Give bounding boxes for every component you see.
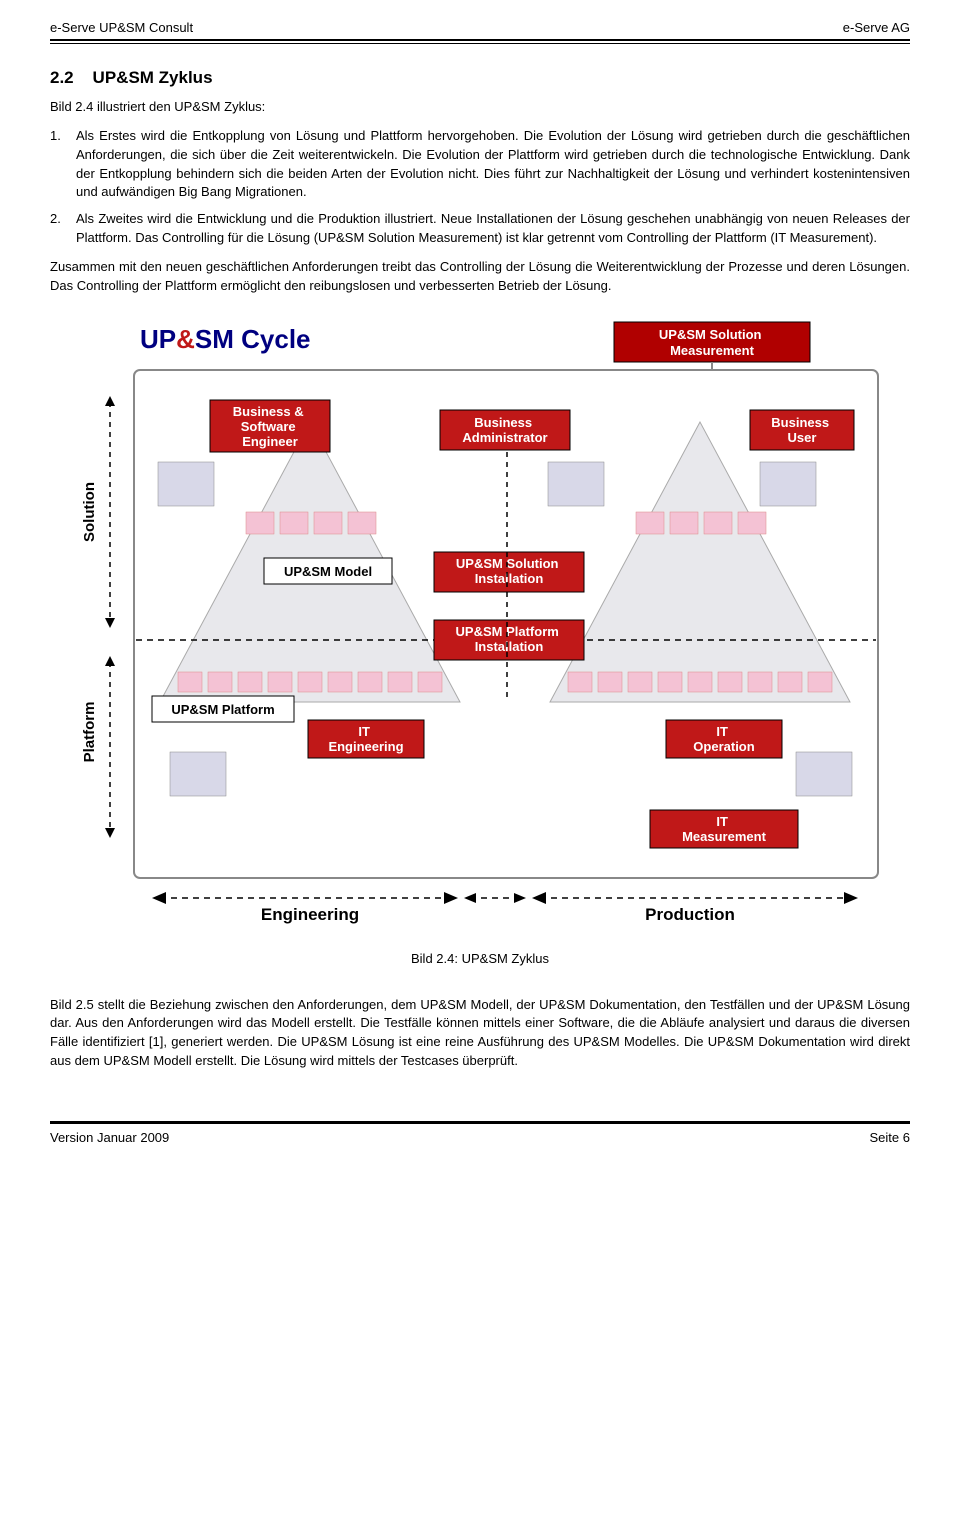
list-item: Als Zweites wird die Entwicklung und die… <box>76 210 910 248</box>
thumb-it-op <box>796 752 852 796</box>
model-label: UP&SM Model <box>284 564 372 579</box>
axis-production-label: Production <box>645 905 735 924</box>
numbered-list: Als Erstes wird die Entkopplung von Lösu… <box>50 127 910 248</box>
thumb-engineer <box>158 462 214 506</box>
solution-measurement-label: UP&SM Solution Measurement <box>659 327 765 358</box>
diagram-title: UP&SM Cycle <box>140 324 311 354</box>
upsm-cycle-diagram: UP&SM Cycle UP&SM Solution Measurement S… <box>70 312 890 952</box>
role-admin-label: Business Administrator <box>462 415 547 445</box>
footer-left: Version Januar 2009 <box>50 1130 169 1145</box>
header-rule-thin <box>50 43 910 44</box>
section-number: 2.2 <box>50 68 74 87</box>
footer-rule-thick <box>50 1122 910 1124</box>
footer-right: Seite 6 <box>870 1130 910 1145</box>
header-rule-thick <box>50 39 910 41</box>
diagram-container: UP&SM Cycle UP&SM Solution Measurement S… <box>50 312 910 966</box>
intro-text: Bild 2.4 illustriert den UP&SM Zyklus: <box>50 98 910 117</box>
header-right: e-Serve AG <box>843 20 910 35</box>
header-left: e-Serve UP&SM Consult <box>50 20 193 35</box>
page-header: e-Serve UP&SM Consult e-Serve AG <box>50 20 910 35</box>
axis-engineering-label: Engineering <box>261 905 359 924</box>
thumb-it-eng <box>170 752 226 796</box>
list-item: Als Erstes wird die Entkopplung von Lösu… <box>76 127 910 202</box>
role-engineer-label: Business & Software Engineer <box>233 404 307 449</box>
pink-row-right <box>568 672 832 692</box>
page-footer: Version Januar 2009 Seite 6 <box>50 1130 910 1145</box>
side-label-solution: Solution <box>81 482 98 542</box>
thumb-admin <box>548 462 604 506</box>
pink-row-left <box>178 672 442 692</box>
paragraph: Zusammen mit den neuen geschäftlichen An… <box>50 258 910 296</box>
paragraph: Bild 2.5 stellt die Beziehung zwischen d… <box>50 996 910 1071</box>
section-heading: 2.2 UP&SM Zyklus <box>50 68 910 88</box>
section-title: UP&SM Zyklus <box>93 68 213 87</box>
thumb-user <box>760 462 816 506</box>
side-label-platform: Platform <box>81 701 98 762</box>
platform-label: UP&SM Platform <box>171 702 274 717</box>
diagram-caption: Bild 2.4: UP&SM Zyklus <box>50 951 910 966</box>
